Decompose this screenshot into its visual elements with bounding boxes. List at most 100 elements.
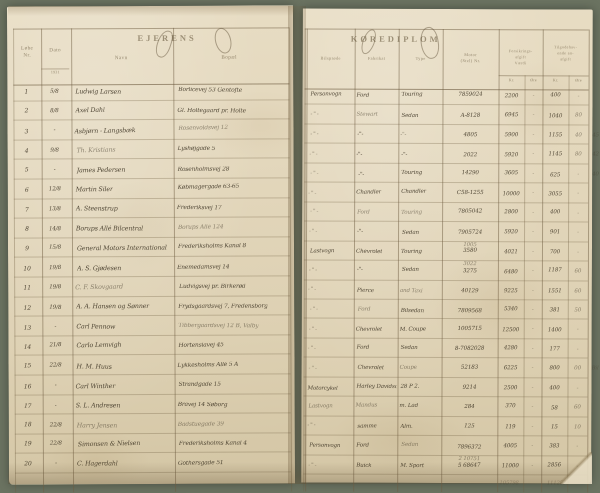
row-date: 19/8 bbox=[49, 264, 62, 271]
rule-horizontal bbox=[304, 181, 589, 184]
rule-horizontal bbox=[13, 83, 290, 86]
right-colhead-motor-no-2: (Stel) Nr. bbox=[460, 58, 481, 64]
row-fee-oere: - bbox=[532, 248, 534, 255]
row-owner-name: Carlo Lemvigh bbox=[76, 341, 122, 350]
rule-horizontal bbox=[304, 201, 589, 204]
row-vehicle-type: Sedan bbox=[401, 113, 419, 120]
left-colhead-address: Bopæl bbox=[221, 54, 237, 61]
row-motor-number: 3580 bbox=[463, 247, 477, 254]
row-other-oere: - bbox=[577, 229, 579, 236]
row-other-oere: 00 bbox=[574, 365, 581, 372]
row-owner-address: Tibbergaardsvej 12 B, Valby bbox=[178, 322, 259, 330]
row-other-oere: 60 bbox=[574, 268, 582, 275]
row-vehicle-kind: Personvogn bbox=[308, 442, 340, 450]
row-owner-name: A. S. Gjødesen bbox=[76, 264, 121, 273]
row-owner-address: Strandgade 15 bbox=[178, 381, 221, 389]
row-motor-number: 7859024 bbox=[458, 91, 483, 99]
row-owner-address: Rosenholmsvej 28 bbox=[177, 166, 230, 173]
row-number: 12 bbox=[23, 304, 32, 312]
rule-horizontal bbox=[304, 88, 589, 91]
row-vehicle-kind: -"- bbox=[309, 306, 319, 313]
right-colhead-kind: Bilsprøde bbox=[320, 55, 341, 61]
rule-horizontal bbox=[14, 353, 291, 356]
rule-horizontal bbox=[303, 317, 588, 320]
row-vehicle-make: -"- bbox=[356, 266, 363, 273]
rule-horizontal bbox=[14, 412, 291, 415]
rule-horizontal bbox=[14, 471, 291, 474]
row-fee-kroner: 4021 bbox=[504, 249, 518, 256]
row-vehicle-make: -"- bbox=[358, 171, 365, 178]
row-date: 15/8 bbox=[48, 244, 62, 252]
rule-horizontal bbox=[14, 392, 291, 396]
row-vehicle-kind: -"- bbox=[310, 111, 320, 118]
right-colhead-fee-3: Værdi bbox=[514, 61, 527, 66]
row-other-oere: - bbox=[577, 93, 580, 100]
row-vehicle-make: Ford bbox=[357, 209, 370, 216]
rule-horizontal bbox=[14, 255, 291, 258]
row-fee-kroner: 119 bbox=[505, 424, 516, 431]
row-owner-address: Enemedamsvej 14 bbox=[177, 264, 230, 271]
left-colhead-no-2: Nr. bbox=[23, 52, 32, 59]
row-other-kroner: 625 bbox=[550, 171, 561, 178]
rule-horizontal bbox=[303, 415, 588, 418]
row-other-oere: 60 bbox=[574, 287, 582, 294]
row-fee-oere: - bbox=[532, 112, 535, 119]
rule-horizontal bbox=[303, 473, 588, 476]
row-number: 11 bbox=[23, 284, 31, 292]
row-other-kroner: 400 bbox=[549, 385, 560, 392]
row-owner-address: Ludvigsvej pr. Birkerød bbox=[179, 283, 246, 290]
row-other-oere: 80 bbox=[575, 112, 582, 119]
row-other-oere: 40 bbox=[574, 132, 582, 139]
row-date: 22/8 bbox=[49, 422, 62, 429]
row-date: 13/8 bbox=[48, 205, 61, 212]
row-other-kroner: 1187 bbox=[548, 267, 562, 274]
row-vehicle-make: Chandler bbox=[356, 189, 382, 196]
rule-vertical bbox=[289, 27, 293, 492]
row-number: 1 bbox=[24, 88, 29, 96]
rule-horizontal bbox=[13, 216, 290, 219]
right-colhead-make: Fabrikat bbox=[367, 55, 386, 61]
row-fee-oere: - bbox=[531, 365, 534, 372]
rule-vertical bbox=[71, 28, 75, 493]
row-owner-name: Ludwig Larsen bbox=[75, 88, 122, 96]
rule-horizontal bbox=[14, 432, 291, 435]
rule-horizontal bbox=[13, 98, 290, 102]
row-vehicle-make: -"- bbox=[357, 131, 364, 139]
row-vehicle-kind: -"- bbox=[308, 365, 318, 372]
row-vehicle-type: and Taxi bbox=[400, 287, 424, 295]
row-vehicle-make: Ford bbox=[357, 306, 371, 313]
row-vehicle-kind: -"- bbox=[308, 228, 318, 235]
row-other-kroner: 58 bbox=[551, 405, 558, 412]
row-owner-address: Rosenvoldsvej 12 bbox=[178, 125, 228, 133]
row-owner-address: Lyshøjgade 5 bbox=[177, 145, 215, 153]
row-owner-address: Frederiksholms Kanal 4 bbox=[178, 440, 247, 448]
row-fee-kroner: 4005 bbox=[503, 442, 518, 449]
row-vehicle-type: M. Sport bbox=[400, 463, 425, 470]
right-subhead-fee-kr: Kr. bbox=[508, 77, 515, 83]
row-vehicle-type: M. Coupe bbox=[400, 326, 427, 333]
right-colhead-fee-2: afgift bbox=[515, 55, 527, 60]
row-date: 22/8 bbox=[49, 362, 62, 369]
row-other-oere: 80 bbox=[574, 151, 582, 158]
row-number: 20 bbox=[24, 460, 32, 468]
row-vehicle-kind: -"- bbox=[308, 286, 318, 293]
row-other-oere: - bbox=[576, 462, 579, 470]
row-owner-name: Martin Siler bbox=[76, 186, 114, 194]
row-owner-name: C. F. Skovgaard bbox=[75, 283, 124, 292]
row-fee-oere: - bbox=[531, 423, 534, 430]
row-other-oere: - bbox=[577, 190, 580, 197]
row-vehicle-type: Sedan bbox=[400, 344, 418, 352]
row-note: Bil Extra bbox=[591, 365, 600, 372]
rule-horizontal bbox=[303, 298, 588, 301]
row-other-oere: - bbox=[577, 249, 579, 256]
row-other-oere: 60 bbox=[574, 404, 581, 411]
row-owner-name: Borups Allé Bilcentral bbox=[75, 225, 143, 233]
row-vehicle-make: Harley Davidson bbox=[356, 383, 397, 390]
row-date: 22/8 bbox=[49, 440, 62, 447]
row-vehicle-make: Ford bbox=[356, 344, 370, 351]
row-owner-name: Carl Winther bbox=[75, 382, 116, 391]
row-vehicle-type: Sedan bbox=[401, 267, 419, 274]
row-date: - bbox=[54, 382, 57, 389]
row-number: 14 bbox=[23, 344, 32, 352]
